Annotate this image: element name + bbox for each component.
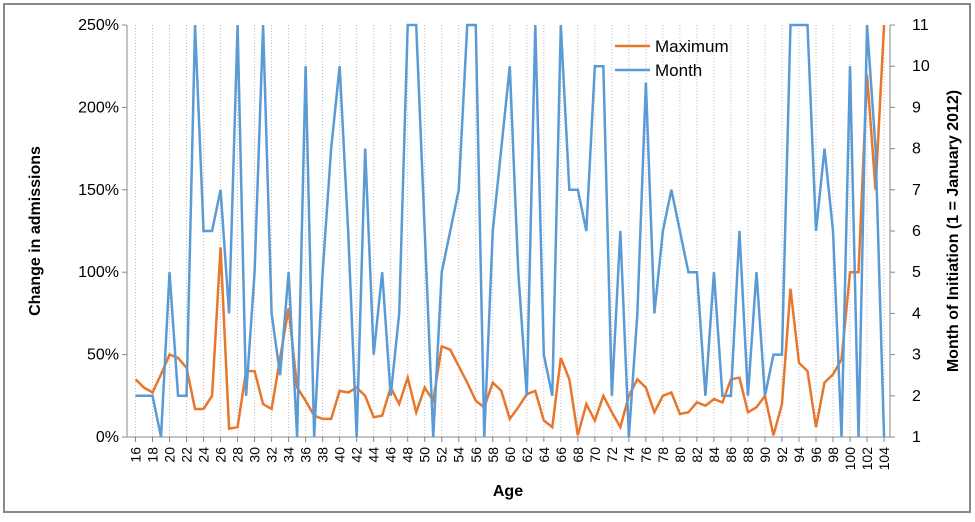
x-tick-label: 90 — [757, 447, 773, 463]
x-tick-label: 38 — [315, 447, 331, 463]
x-tick-label: 16 — [128, 447, 144, 463]
x-tick-label: 64 — [536, 447, 552, 463]
x-tick-label: 44 — [366, 447, 382, 463]
y-tick-label: 0% — [96, 429, 119, 446]
x-tick-label: 26 — [213, 447, 229, 463]
x-tick-label: 50 — [417, 447, 433, 463]
x-tick-label: 28 — [230, 447, 246, 463]
x-tick-label: 30 — [247, 447, 263, 463]
chart-border — [3, 3, 971, 513]
x-tick-label: 84 — [706, 447, 722, 463]
x-tick-label: 86 — [723, 447, 739, 463]
x-tick-label: 82 — [689, 447, 705, 463]
x-tick-label: 18 — [145, 447, 161, 463]
x-tick-label: 56 — [468, 447, 484, 463]
x-tick-label: 42 — [349, 447, 365, 463]
series-line — [134, 24, 886, 436]
x-tick-label: 76 — [638, 447, 654, 463]
x-tick-label: 20 — [162, 447, 178, 463]
x-axis-title: Age — [493, 483, 523, 500]
x-tick-label: 58 — [485, 447, 501, 463]
x-tick-label: 40 — [332, 447, 348, 463]
legend-label: Month — [655, 61, 702, 80]
y-tick-label: 150% — [78, 182, 119, 199]
x-tick-label: 46 — [383, 447, 399, 463]
x-tick-label: 72 — [604, 447, 620, 463]
y2-axis-title: Month of Initiation (1 = January 2012) — [945, 90, 962, 372]
x-tick-label: 36 — [298, 447, 314, 463]
x-tick-label: 62 — [519, 447, 535, 463]
y-tick-label: 50% — [87, 347, 119, 364]
x-tick-label: 94 — [791, 447, 807, 463]
x-tick-label: 54 — [451, 447, 467, 463]
y-tick-label: 200% — [78, 99, 119, 116]
y2-tick-label: 4 — [912, 305, 921, 322]
x-tick-label: 60 — [502, 447, 518, 463]
x-tick-label: 92 — [774, 447, 790, 463]
x-tick-label: 66 — [553, 447, 569, 463]
x-tick-label: 98 — [825, 447, 841, 463]
y2-tick-label: 5 — [912, 264, 921, 281]
x-tick-label: 78 — [655, 447, 671, 463]
x-tick-label: 34 — [281, 447, 297, 463]
y-tick-label: 100% — [78, 264, 119, 281]
legend-label: Maximum — [655, 37, 729, 56]
y2-tick-label: 10 — [912, 58, 930, 75]
x-tick-label: 52 — [434, 447, 450, 463]
x-tick-label: 24 — [196, 447, 212, 463]
x-tick-label: 48 — [400, 447, 416, 463]
y2-tick-label: 6 — [912, 223, 921, 240]
x-tick-label: 104 — [876, 447, 892, 471]
x-tick-label: 70 — [587, 447, 603, 463]
y2-tick-label: 9 — [912, 99, 921, 116]
y2-tick-label: 2 — [912, 388, 921, 405]
x-tick-label: 74 — [621, 447, 637, 463]
x-tick-label: 102 — [859, 447, 875, 471]
series-line — [135, 23, 886, 438]
x-tick-label: 22 — [179, 447, 195, 463]
y2-tick-label: 3 — [912, 347, 921, 364]
x-tick-label: 80 — [672, 447, 688, 463]
x-tick-label: 96 — [808, 447, 824, 463]
x-tick-label: 88 — [740, 447, 756, 463]
y2-tick-label: 8 — [912, 141, 921, 158]
y2-tick-label: 7 — [912, 182, 921, 199]
y2-tick-label: 1 — [912, 429, 921, 446]
x-tick-label: 68 — [570, 447, 586, 463]
y-tick-label: 250% — [78, 17, 119, 34]
x-tick-label: 32 — [264, 447, 280, 463]
y-axis-title: Change in admissions — [27, 146, 44, 316]
x-tick-label: 100 — [842, 447, 858, 471]
y2-tick-label: 11 — [912, 17, 929, 34]
